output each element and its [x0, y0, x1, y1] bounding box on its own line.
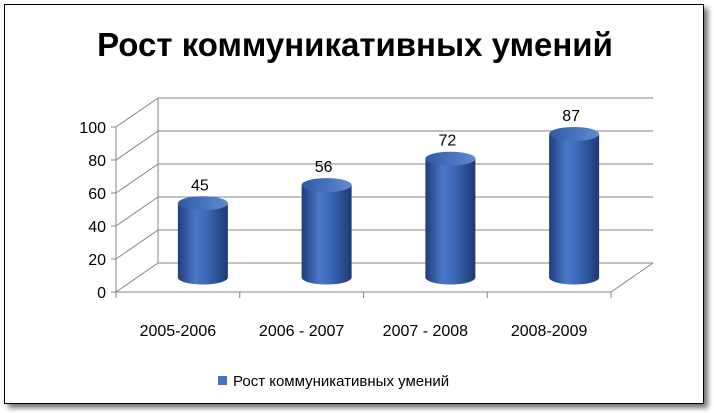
bar [301, 178, 352, 285]
data-label: 72 [438, 133, 456, 150]
chart-title: Рост коммуникативных умений [97, 26, 613, 63]
x-tick-label: 2005-2006 [140, 323, 217, 340]
bar-top [177, 196, 228, 211]
gridline-side [115, 196, 159, 227]
bar-body [425, 158, 476, 285]
bar [549, 126, 600, 285]
data-label: 87 [562, 108, 580, 125]
labels-layer: 45 2005-2006 56 2006 - 2007 72 2007 - 2008 87 2… [140, 108, 588, 340]
y-tick-label: 0 [97, 285, 106, 302]
y-tick-label: 40 [88, 219, 106, 236]
bar-body [301, 185, 352, 285]
data-label: 56 [315, 159, 333, 176]
legend-label: Рост коммуникативных умений [233, 373, 449, 390]
bar-top [425, 151, 476, 166]
legend: Рост коммуникативных умений [218, 373, 449, 390]
gridline-side [115, 229, 159, 260]
bar-chart: Рост коммуникативных умений 0 20 40 60 80 100… [79, 26, 654, 390]
x-tick-label: 2008-2009 [511, 323, 588, 340]
floor-edge [610, 262, 654, 293]
gridline-side [115, 163, 159, 194]
y-tick-label: 20 [88, 252, 106, 269]
gridline-side [115, 97, 159, 128]
bar [177, 196, 228, 285]
bar [425, 151, 476, 285]
bar-body [177, 203, 228, 285]
y-tick-label: 80 [88, 153, 106, 170]
data-label: 45 [191, 177, 209, 194]
legend-swatch [218, 376, 227, 385]
bar-top [301, 178, 352, 193]
bar-body [549, 133, 600, 285]
x-tick-label: 2007 - 2008 [383, 323, 469, 340]
y-tick-label: 100 [79, 120, 106, 137]
x-tick-label: 2006 - 2007 [259, 323, 345, 340]
chart-frame: Рост коммуникативных умений 0 20 40 60 80 100… [4, 4, 704, 404]
gridline-side [115, 262, 159, 293]
y-tick-label: 60 [88, 186, 106, 203]
gridline-side [115, 130, 159, 161]
bar-top [549, 126, 600, 141]
bars-layer [177, 126, 600, 285]
